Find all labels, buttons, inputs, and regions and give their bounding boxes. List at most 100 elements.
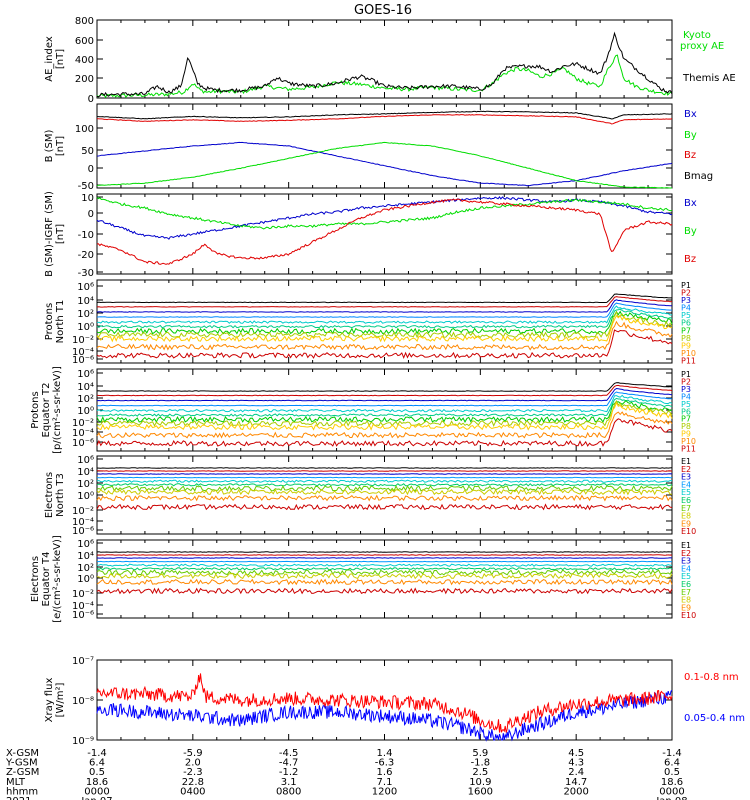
legend-e8: E8 — [681, 596, 691, 605]
y-tick-label: 10² — [77, 563, 94, 574]
legend-xray-long: 0.1-0.8 nm — [684, 672, 739, 683]
y-tick-label: 10⁴ — [77, 296, 94, 307]
x-axis-value: -6.3 — [375, 758, 395, 769]
y-axis-label: [p/(cm²-s-sr-keV)] — [52, 366, 63, 454]
x-axis-value: -1.2 — [279, 767, 299, 778]
xray-flux-panel: 10⁻⁷ 10⁻⁸ 10⁻⁹ Xray flux [W/m²] 0.1-0.8 nm 0.0… — [44, 656, 745, 747]
y-tick-label: -10 — [78, 230, 94, 241]
legend-e10: E10 — [681, 527, 696, 536]
legend-p4: P4 — [681, 392, 691, 401]
legend-p11: P11 — [681, 356, 696, 365]
x-axis-value: 22.8 — [182, 777, 204, 788]
x-axis-value: 2000 — [563, 786, 588, 797]
legend-kyoto: Kyoto — [683, 30, 711, 41]
y-tick-label: 10⁴ — [77, 467, 94, 478]
legend-e8: E8 — [681, 512, 691, 521]
x-axis-value: -2.3 — [183, 767, 203, 778]
x-axis-value: -1.4 — [87, 748, 107, 759]
series-line-p1 — [96, 293, 672, 304]
x-axis-row-label: 2021 — [6, 796, 31, 800]
y-tick-label: 10² — [77, 394, 94, 405]
series-line-e10 — [96, 503, 673, 511]
legend-p9: P9 — [681, 341, 691, 350]
series-line-p8 — [96, 400, 673, 427]
y-axis-label: B (SM)-IGRF (SM) — [44, 191, 55, 277]
series-line-p5 — [96, 305, 673, 324]
legend-bz: Bz — [684, 254, 696, 265]
series-line-0-05-0-4-nm — [96, 689, 673, 742]
y-axis-label: AE_index — [44, 36, 55, 82]
b-igrf-panel: 10 0 -10 -20 -30 B (SM)-IGRF (SM) [nT] Bx By Bz — [44, 191, 697, 279]
x-axis-value: -1.4 — [662, 748, 682, 759]
y-tick-label: 10⁻⁹ — [72, 736, 94, 747]
series-line-e8 — [96, 572, 673, 580]
legend-p3: P3 — [681, 296, 691, 305]
y-tick-label: 10⁻⁴ — [72, 601, 94, 612]
series-line-p2 — [96, 296, 673, 308]
y-tick-label: 10⁻⁸ — [72, 696, 94, 707]
series-line-bz — [96, 114, 673, 125]
legend-themis-ae: Themis AE — [682, 73, 736, 84]
y-tick-label: 0 — [88, 209, 94, 220]
series-line-p4 — [97, 391, 673, 407]
x-axis-value: 0400 — [180, 786, 205, 797]
y-tick-label: 10⁶ — [77, 539, 94, 550]
x-axis-value: -4.7 — [279, 758, 299, 769]
x-axis-value: 6.4 — [664, 758, 680, 769]
legend-e9: E9 — [681, 519, 691, 528]
y-tick-label: 800 — [75, 16, 94, 27]
x-axis-value: -5.9 — [183, 748, 203, 759]
y-axis-label: B (SM) — [44, 129, 55, 162]
series-line-p6 — [96, 397, 673, 417]
legend-p6: P6 — [681, 407, 691, 416]
legend-e6: E6 — [681, 580, 691, 589]
series-line-bz — [96, 198, 673, 265]
x-axis-value: 6.4 — [89, 758, 105, 769]
y-tick-label: 10⁻² — [72, 589, 94, 600]
y-axis-label: Electrons — [44, 472, 55, 518]
series-line-p11 — [96, 418, 673, 447]
legend-bmag: Bmag — [684, 171, 713, 182]
x-axis-value: 4.3 — [568, 758, 584, 769]
x-axis-value: 0000 — [84, 786, 109, 797]
y-tick-label: 10⁶ — [77, 282, 94, 293]
legend-e2: E2 — [681, 465, 691, 474]
legend-p7: P7 — [681, 326, 691, 335]
x-axis-row-label: Z-GSM — [6, 767, 39, 778]
x-axis-row-label: Y-GSM — [5, 758, 38, 769]
legend-by: By — [684, 130, 697, 141]
legend-e4: E4 — [681, 564, 691, 573]
y-axis-label: Protons — [44, 303, 55, 340]
series-line-e6 — [96, 483, 673, 487]
series-line-p10 — [96, 411, 673, 439]
y-axis-label: [nT] — [55, 136, 66, 156]
series-line-themis-ae — [96, 31, 673, 98]
x-axis-value: 7.1 — [377, 777, 393, 788]
series-line-p8 — [96, 311, 673, 339]
legend-bx: Bx — [684, 198, 697, 209]
x-axis-row-label: MLT — [6, 777, 26, 788]
y-tick-label: 200 — [75, 74, 94, 85]
legend-p8: P8 — [681, 334, 691, 343]
legend-e5: E5 — [681, 488, 691, 497]
legend-e9: E9 — [681, 603, 691, 612]
series-line-by — [96, 141, 672, 189]
y-axis-label: [nT] — [55, 49, 66, 69]
x-axis-value: 14.7 — [565, 777, 587, 788]
series-line-0-1-0-8-nm — [96, 673, 673, 733]
series-line-p7 — [96, 399, 673, 423]
series-line-bmag — [97, 110, 673, 120]
x-axis-value: 0.5 — [89, 767, 105, 778]
series-line-p4 — [96, 302, 673, 318]
legend-bz: Bz — [684, 150, 696, 161]
legend-e3: E3 — [681, 473, 691, 482]
b-sm-panel: 100 50 0 -50 B (SM) [nT] Bx By Bz Bmag — [44, 103, 713, 192]
y-tick-label: 10⁰ — [77, 491, 94, 502]
series-line-e5 — [96, 563, 673, 567]
legend-p9: P9 — [681, 430, 691, 439]
y-tick-label: -20 — [78, 250, 94, 261]
series-line-e7 — [96, 484, 673, 492]
y-tick-label: 0 — [88, 94, 94, 105]
